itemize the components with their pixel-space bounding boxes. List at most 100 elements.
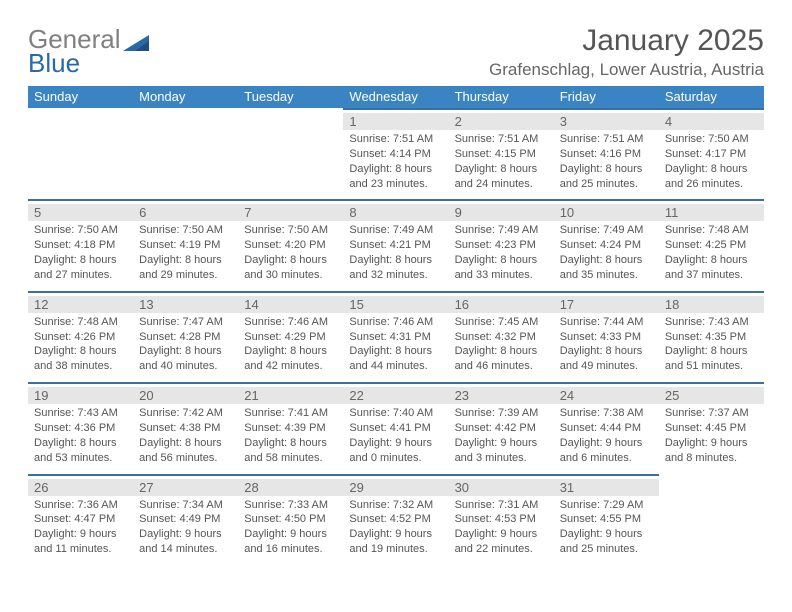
day-info: Sunrise: 7:51 AMSunset: 4:15 PMDaylight:… bbox=[455, 132, 548, 191]
day-info: Sunrise: 7:50 AMSunset: 4:19 PMDaylight:… bbox=[139, 223, 232, 282]
calendar-week-row: 1Sunrise: 7:51 AMSunset: 4:14 PMDaylight… bbox=[28, 108, 764, 193]
calendar-day-cell: 18Sunrise: 7:43 AMSunset: 4:35 PMDayligh… bbox=[659, 291, 764, 376]
day-number: 8 bbox=[343, 204, 448, 221]
day-info: Sunrise: 7:47 AMSunset: 4:28 PMDaylight:… bbox=[139, 315, 232, 374]
calendar-day-cell: 16Sunrise: 7:45 AMSunset: 4:32 PMDayligh… bbox=[449, 291, 554, 376]
header-row: General Blue January 2025 Grafenschlag, … bbox=[28, 22, 764, 80]
day-info: Sunrise: 7:46 AMSunset: 4:29 PMDaylight:… bbox=[244, 315, 337, 374]
calendar-week-row: 5Sunrise: 7:50 AMSunset: 4:18 PMDaylight… bbox=[28, 199, 764, 284]
brand-text: General Blue bbox=[28, 26, 121, 76]
day-info: Sunrise: 7:42 AMSunset: 4:38 PMDaylight:… bbox=[139, 406, 232, 465]
calendar-day-cell: 2 Sunrise: 7:51 AMSunset: 4:15 PMDaylight… bbox=[449, 108, 554, 193]
brand-logo: General Blue bbox=[28, 22, 149, 76]
title-block: January 2025 Grafenschlag, Lower Austria… bbox=[489, 22, 764, 80]
day-number: 7 bbox=[238, 204, 343, 221]
day-info: Sunrise: 7:49 AMSunset: 4:23 PMDaylight:… bbox=[455, 223, 548, 282]
calendar-week-row: 19 Sunrise: 7:43 AMSunset: 4:36 PMDayligh… bbox=[28, 382, 764, 467]
calendar-week-row: 26 Sunrise: 7:36 AMSunset: 4:47 PMDayligh… bbox=[28, 474, 764, 559]
day-info: Sunrise: 7:32 AMSunset: 4:52 PMDaylight:… bbox=[349, 498, 442, 557]
day-number: 11 bbox=[659, 204, 764, 221]
day-info: Sunrise: 7:39 AMSunset: 4:42 PMDaylight:… bbox=[455, 406, 548, 465]
calendar-table: SundayMondayTuesdayWednesdayThursdayFrid… bbox=[28, 86, 764, 559]
calendar-day-cell: 28 Sunrise: 7:33 AMSunset: 4:50 PMDayligh… bbox=[238, 474, 343, 559]
calendar-day-cell: 11 Sunrise: 7:48 AMSunset: 4:25 PMDayligh… bbox=[659, 199, 764, 284]
day-number: 28 bbox=[238, 479, 343, 496]
day-number: 18 bbox=[659, 296, 764, 313]
day-number: 25 bbox=[659, 387, 764, 404]
calendar-day-cell: 24 Sunrise: 7:38 AMSunset: 4:44 PMDayligh… bbox=[554, 382, 659, 467]
calendar-day-cell bbox=[659, 474, 764, 559]
calendar-day-cell bbox=[133, 108, 238, 193]
day-info: Sunrise: 7:29 AMSunset: 4:55 PMDaylight:… bbox=[560, 498, 653, 557]
weekday-header: SundayMondayTuesdayWednesdayThursdayFrid… bbox=[28, 86, 764, 108]
day-number: 13 bbox=[133, 296, 238, 313]
day-info: Sunrise: 7:36 AMSunset: 4:47 PMDaylight:… bbox=[34, 498, 127, 557]
calendar-day-cell: 5Sunrise: 7:50 AMSunset: 4:18 PMDaylight… bbox=[28, 199, 133, 284]
day-info: Sunrise: 7:51 AMSunset: 4:16 PMDaylight:… bbox=[560, 132, 653, 191]
day-info: Sunrise: 7:37 AMSunset: 4:45 PMDaylight:… bbox=[665, 406, 758, 465]
calendar-day-cell: 27 Sunrise: 7:34 AMSunset: 4:49 PMDayligh… bbox=[133, 474, 238, 559]
day-info: Sunrise: 7:50 AMSunset: 4:17 PMDaylight:… bbox=[665, 132, 758, 191]
day-number: 20 bbox=[133, 387, 238, 404]
calendar-day-cell: 6 Sunrise: 7:50 AMSunset: 4:19 PMDaylight… bbox=[133, 199, 238, 284]
calendar-day-cell: 25 Sunrise: 7:37 AMSunset: 4:45 PMDayligh… bbox=[659, 382, 764, 467]
day-info: Sunrise: 7:48 AMSunset: 4:26 PMDaylight:… bbox=[34, 315, 127, 374]
day-info: Sunrise: 7:51 AMSunset: 4:14 PMDaylight:… bbox=[349, 132, 442, 191]
day-info: Sunrise: 7:49 AMSunset: 4:24 PMDaylight:… bbox=[560, 223, 653, 282]
day-info: Sunrise: 7:43 AMSunset: 4:36 PMDaylight:… bbox=[34, 406, 127, 465]
weekday-header-cell: Tuesday bbox=[238, 86, 343, 108]
calendar-day-cell: 7 Sunrise: 7:50 AMSunset: 4:20 PMDaylight… bbox=[238, 199, 343, 284]
day-number: 26 bbox=[28, 479, 133, 496]
day-info: Sunrise: 7:45 AMSunset: 4:32 PMDaylight:… bbox=[455, 315, 548, 374]
day-info: Sunrise: 7:34 AMSunset: 4:49 PMDaylight:… bbox=[139, 498, 232, 557]
calendar-day-cell: 13 Sunrise: 7:47 AMSunset: 4:28 PMDayligh… bbox=[133, 291, 238, 376]
day-info: Sunrise: 7:48 AMSunset: 4:25 PMDaylight:… bbox=[665, 223, 758, 282]
day-number: 29 bbox=[343, 479, 448, 496]
day-info: Sunrise: 7:38 AMSunset: 4:44 PMDaylight:… bbox=[560, 406, 653, 465]
day-number: 31 bbox=[554, 479, 659, 496]
day-info: Sunrise: 7:31 AMSunset: 4:53 PMDaylight:… bbox=[455, 498, 548, 557]
day-info: Sunrise: 7:40 AMSunset: 4:41 PMDaylight:… bbox=[349, 406, 442, 465]
day-number: 12 bbox=[28, 296, 133, 313]
weekday-header-cell: Thursday bbox=[449, 86, 554, 108]
calendar-day-cell: 4 Sunrise: 7:50 AMSunset: 4:17 PMDaylight… bbox=[659, 108, 764, 193]
calendar-day-cell: 15Sunrise: 7:46 AMSunset: 4:31 PMDayligh… bbox=[343, 291, 448, 376]
day-number: 4 bbox=[659, 113, 764, 130]
day-number: 17 bbox=[554, 296, 659, 313]
calendar-day-cell: 30 Sunrise: 7:31 AMSunset: 4:53 PMDayligh… bbox=[449, 474, 554, 559]
calendar-day-cell bbox=[28, 108, 133, 193]
calendar-page: General Blue January 2025 Grafenschlag, … bbox=[0, 0, 792, 559]
day-number: 30 bbox=[449, 479, 554, 496]
calendar-day-cell: 8 Sunrise: 7:49 AMSunset: 4:21 PMDaylight… bbox=[343, 199, 448, 284]
day-info: Sunrise: 7:44 AMSunset: 4:33 PMDaylight:… bbox=[560, 315, 653, 374]
calendar-day-cell: 17 Sunrise: 7:44 AMSunset: 4:33 PMDayligh… bbox=[554, 291, 659, 376]
weekday-header-cell: Friday bbox=[554, 86, 659, 108]
day-number: 21 bbox=[238, 387, 343, 404]
calendar-day-cell: 9 Sunrise: 7:49 AMSunset: 4:23 PMDaylight… bbox=[449, 199, 554, 284]
month-title: January 2025 bbox=[489, 24, 764, 58]
day-number: 10 bbox=[554, 204, 659, 221]
calendar-day-cell: 1Sunrise: 7:51 AMSunset: 4:14 PMDaylight… bbox=[343, 108, 448, 193]
day-number: 3 bbox=[554, 113, 659, 130]
day-number: 24 bbox=[554, 387, 659, 404]
day-number: 9 bbox=[449, 204, 554, 221]
calendar-day-cell: 31 Sunrise: 7:29 AMSunset: 4:55 PMDayligh… bbox=[554, 474, 659, 559]
calendar-day-cell: 29 Sunrise: 7:32 AMSunset: 4:52 PMDayligh… bbox=[343, 474, 448, 559]
location-subtitle: Grafenschlag, Lower Austria, Austria bbox=[489, 60, 764, 80]
day-number: 2 bbox=[449, 113, 554, 130]
day-number: 6 bbox=[133, 204, 238, 221]
day-info: Sunrise: 7:49 AMSunset: 4:21 PMDaylight:… bbox=[349, 223, 442, 282]
calendar-day-cell: 12 Sunrise: 7:48 AMSunset: 4:26 PMDayligh… bbox=[28, 291, 133, 376]
day-number: 19 bbox=[28, 387, 133, 404]
day-info: Sunrise: 7:50 AMSunset: 4:20 PMDaylight:… bbox=[244, 223, 337, 282]
day-number: 27 bbox=[133, 479, 238, 496]
weekday-header-cell: Wednesday bbox=[343, 86, 448, 108]
day-info: Sunrise: 7:33 AMSunset: 4:50 PMDaylight:… bbox=[244, 498, 337, 557]
day-info: Sunrise: 7:46 AMSunset: 4:31 PMDaylight:… bbox=[349, 315, 442, 374]
weekday-header-cell: Sunday bbox=[28, 86, 133, 108]
day-number: 22 bbox=[343, 387, 448, 404]
calendar-day-cell: 22 Sunrise: 7:40 AMSunset: 4:41 PMDayligh… bbox=[343, 382, 448, 467]
day-info: Sunrise: 7:41 AMSunset: 4:39 PMDaylight:… bbox=[244, 406, 337, 465]
calendar-day-cell: 26 Sunrise: 7:36 AMSunset: 4:47 PMDayligh… bbox=[28, 474, 133, 559]
calendar-week-row: 12 Sunrise: 7:48 AMSunset: 4:26 PMDayligh… bbox=[28, 291, 764, 376]
